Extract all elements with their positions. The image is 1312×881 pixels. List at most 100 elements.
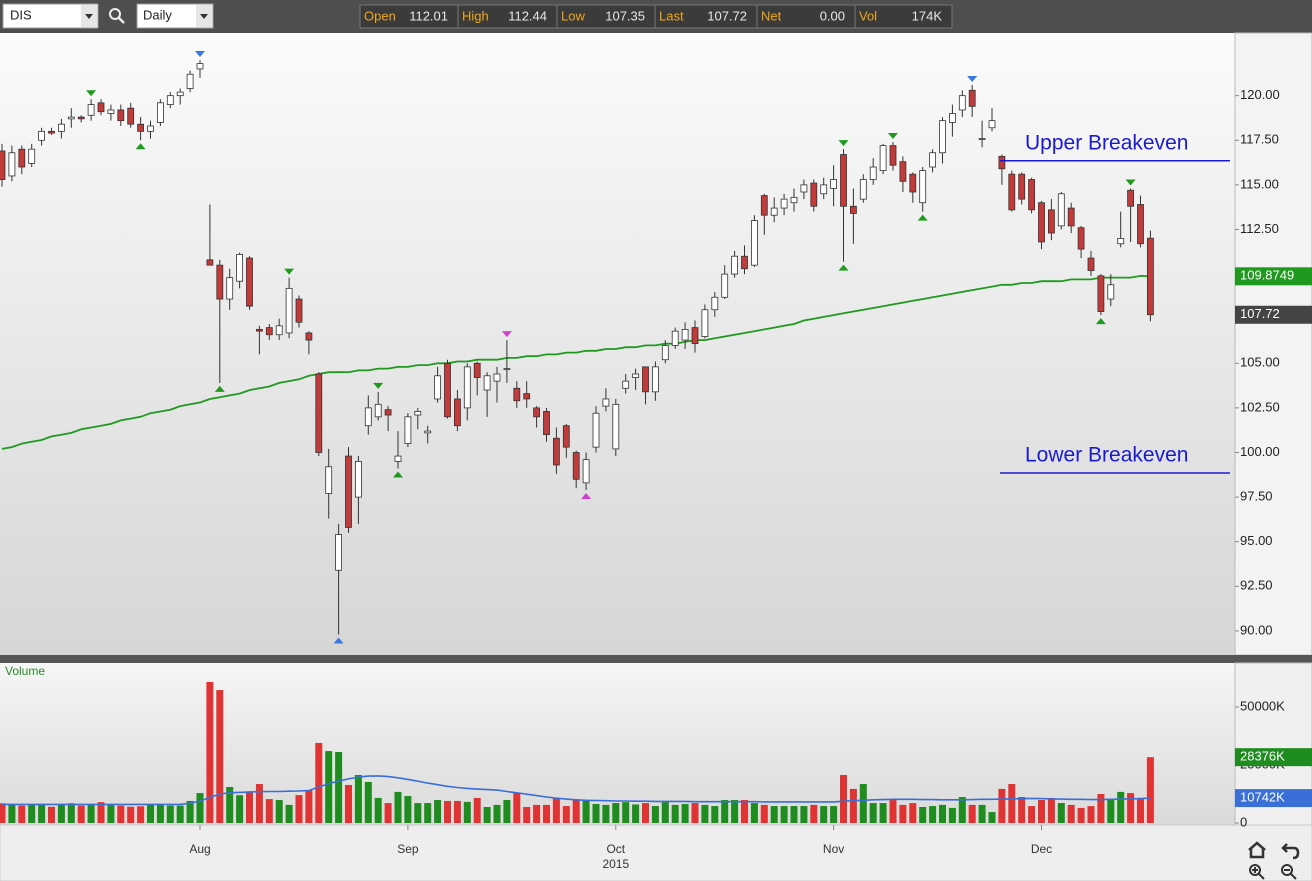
quote-value: 112.01 [409, 8, 448, 23]
volume-bar [879, 803, 887, 824]
volume-bar [1107, 800, 1115, 824]
candle-body [533, 407, 540, 418]
volume-bar [582, 800, 590, 824]
volume-bar [958, 797, 966, 824]
candle-body [414, 411, 422, 416]
undo-icon[interactable] [1281, 843, 1300, 860]
volume-bar [602, 804, 610, 824]
zoom-out-glyph [1284, 869, 1297, 880]
volume-bar [701, 804, 709, 824]
y-tick-label: 102.50 [1240, 399, 1280, 414]
candle-body [998, 155, 1006, 170]
volume-bar [345, 784, 352, 824]
volume-bar [216, 690, 224, 824]
candle-body [602, 398, 610, 407]
quote-value: 0.00 [820, 8, 845, 23]
y-tick-label: 120.00 [1240, 87, 1280, 102]
candle-body [850, 205, 857, 214]
candle-body [790, 196, 798, 204]
zoom-in-icon[interactable] [1249, 864, 1261, 876]
candle-body [939, 120, 946, 154]
swing-marker [967, 75, 978, 82]
volume-bar [226, 787, 234, 824]
quote-label: High [462, 8, 489, 23]
candle-body [731, 255, 738, 275]
candle-body [1097, 275, 1105, 312]
volume-bar [929, 806, 937, 824]
volume-bar [1018, 797, 1026, 824]
volume-bar [0, 803, 6, 824]
candle-body [1107, 284, 1115, 300]
symbol: DIS [10, 7, 32, 22]
candle-body [572, 452, 580, 480]
volume-bar [978, 804, 986, 824]
volume-bar [859, 784, 867, 824]
candle-body [404, 416, 412, 444]
candle-body [968, 89, 976, 107]
volume-bar [147, 804, 154, 824]
swing-marker [135, 143, 146, 150]
candle-body [325, 466, 333, 494]
candle-body [691, 327, 699, 345]
volume-bar [8, 804, 16, 824]
candle-body [345, 455, 352, 528]
quote-label: Open [364, 8, 396, 23]
candle-body [315, 373, 323, 453]
candle-body [988, 120, 996, 129]
candle-body [562, 425, 570, 448]
quote-label: Vol [859, 8, 877, 23]
quote-label: Last [659, 8, 684, 23]
volume-bar [622, 802, 630, 824]
candle-body [295, 298, 303, 323]
volume-bar [1117, 791, 1125, 824]
quote-value: 174K [912, 8, 943, 23]
candle-body [582, 459, 590, 484]
candle-body [741, 255, 748, 270]
x-tick-label: Sep [397, 842, 419, 856]
candle-body [67, 116, 75, 120]
volume-bar [721, 800, 729, 824]
swing-marker [86, 90, 97, 97]
home-icon[interactable] [1248, 841, 1266, 859]
candle-body [820, 184, 828, 195]
candle-body [622, 380, 630, 389]
volume-bar [919, 806, 927, 824]
candle-body [87, 104, 95, 116]
volume-bar [741, 800, 748, 824]
candle-body [196, 63, 204, 70]
zoom-out-icon[interactable] [1281, 864, 1293, 876]
volume-bar [1038, 800, 1045, 824]
candle-body [137, 123, 145, 132]
swing-marker [581, 492, 592, 499]
candle-body [1008, 173, 1016, 211]
volume-bar [404, 796, 412, 824]
candle-body [18, 148, 26, 168]
volume-bar [127, 806, 135, 824]
swing-marker [838, 264, 849, 271]
volume-bar [463, 801, 471, 824]
price-axis-panel [1234, 32, 1312, 656]
candle-body [1028, 179, 1035, 211]
y-tick-label: 90.00 [1240, 622, 1273, 637]
candle-body [374, 403, 382, 418]
volume-bar [642, 803, 649, 824]
volume-bar [473, 797, 481, 824]
volume-bar [255, 784, 263, 824]
volume-bar [166, 805, 174, 824]
candle-body [553, 437, 560, 466]
volume-bar [869, 803, 877, 824]
dropdown-arrow [200, 14, 208, 19]
zoom-in-glyph [1252, 867, 1265, 880]
volume-bar [48, 806, 55, 824]
y-tick-label: 112.50 [1240, 221, 1279, 236]
last-price-label: 107.72 [1240, 306, 1280, 321]
volume-bar [137, 806, 145, 824]
quote-label: Low [561, 8, 585, 23]
candle-body [335, 534, 343, 571]
volume-bar [552, 797, 560, 824]
volume-bar [760, 804, 768, 824]
search-icon[interactable] [109, 8, 121, 20]
y-tick-label: 97.50 [1240, 489, 1273, 504]
candle-body [760, 195, 768, 216]
